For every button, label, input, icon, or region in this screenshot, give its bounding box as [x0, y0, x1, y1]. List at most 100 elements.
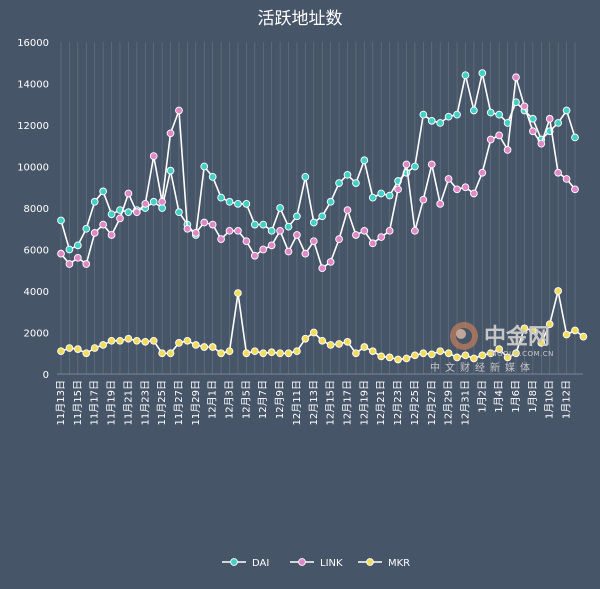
data-point-dai — [352, 179, 360, 187]
data-point-mkr — [503, 353, 512, 362]
x-tick-label: 11月21日 — [122, 380, 134, 425]
data-point-mkr — [267, 348, 276, 357]
data-point-mkr — [562, 330, 571, 339]
x-tick-label: 12月23日 — [392, 380, 404, 425]
data-point-link — [200, 218, 209, 227]
chart-title: 活跃地址数 — [258, 9, 343, 29]
x-tick-label: 12月31日 — [459, 380, 471, 425]
data-point-dai — [453, 110, 461, 119]
data-point-dai — [90, 197, 99, 206]
data-point-mkr — [200, 343, 209, 351]
data-point-link — [132, 208, 141, 217]
x-tick-label: 12月5日 — [240, 380, 252, 419]
x-tick-label: 11月27日 — [173, 380, 185, 425]
series-layer — [57, 69, 588, 364]
data-point-mkr — [352, 349, 360, 358]
data-point-link — [57, 249, 65, 258]
data-point-link — [124, 189, 133, 198]
data-point-mkr — [124, 334, 133, 343]
data-point-link — [267, 241, 276, 250]
legend-swatch-marker — [366, 558, 374, 566]
series-mkr — [57, 287, 588, 364]
data-point-mkr — [436, 347, 445, 356]
data-point-dai — [335, 179, 343, 187]
data-point-mkr — [335, 340, 343, 348]
data-point-mkr — [175, 339, 183, 347]
legend-label: LINK — [320, 558, 343, 569]
legend-swatch-marker — [230, 558, 238, 566]
x-tick-label: 12月17日 — [341, 380, 353, 425]
legend-item-dai: DAI — [222, 558, 269, 569]
data-point-link — [82, 260, 91, 268]
data-point-mkr — [141, 337, 150, 346]
data-point-link — [537, 139, 546, 148]
data-point-mkr — [377, 352, 386, 361]
data-point-link — [107, 231, 116, 239]
data-point-dai — [377, 189, 386, 198]
data-point-link — [368, 239, 377, 248]
data-point-dai — [225, 197, 234, 206]
watermark-site: CNGOLD.COM.CN — [486, 350, 554, 358]
data-point-mkr — [158, 349, 166, 358]
data-point-link — [335, 235, 343, 243]
data-point-link — [360, 226, 369, 235]
data-point-dai — [57, 216, 65, 225]
data-point-dai — [175, 208, 183, 217]
data-point-link — [234, 226, 242, 235]
x-tick-label: 12月21日 — [375, 380, 387, 425]
data-point-mkr — [394, 355, 402, 364]
data-point-dai — [200, 162, 209, 171]
data-point-mkr — [208, 343, 217, 351]
data-point-dai — [495, 110, 504, 119]
data-point-link — [352, 231, 360, 239]
data-point-mkr — [90, 344, 99, 352]
series-link — [57, 73, 579, 273]
data-point-dai — [149, 197, 158, 206]
data-point-dai — [74, 241, 82, 250]
data-point-link — [259, 245, 268, 254]
data-point-dai — [318, 212, 327, 221]
data-point-link — [402, 160, 411, 169]
data-point-link — [343, 206, 352, 214]
data-point-link — [486, 135, 495, 144]
data-point-link — [191, 229, 200, 237]
x-tick-label: 1月4日 — [493, 380, 505, 413]
data-point-dai — [217, 193, 225, 202]
data-point-link — [461, 183, 470, 192]
data-point-dai — [427, 116, 436, 125]
data-point-link — [284, 247, 293, 256]
data-point-link — [436, 200, 445, 208]
data-point-mkr — [579, 332, 588, 341]
data-point-link — [377, 233, 386, 241]
data-point-dai — [419, 110, 428, 119]
data-point-dai — [259, 220, 268, 229]
data-point-mkr — [554, 287, 562, 295]
data-point-mkr — [478, 351, 487, 360]
legend-item-link: LINK — [290, 558, 343, 569]
data-point-link — [394, 185, 402, 194]
data-point-mkr — [57, 347, 65, 356]
data-point-mkr — [132, 336, 141, 345]
data-point-mkr — [444, 349, 453, 358]
data-point-link — [141, 200, 150, 208]
logo-dot — [456, 329, 466, 339]
data-point-mkr — [402, 354, 411, 363]
y-tick-label: 10000 — [17, 163, 49, 174]
series-line-link — [60, 76, 576, 270]
y-tick-label: 0 — [43, 370, 49, 381]
x-tick-label: 12月9日 — [274, 380, 286, 419]
y-tick-label: 8000 — [24, 204, 49, 215]
x-tick-label: 1月10日 — [544, 380, 556, 419]
data-point-dai — [411, 162, 419, 171]
watermark-logo: 中金网 CNGOLD.COM.CN 中文财经新媒体 — [430, 322, 554, 374]
data-point-dai — [571, 133, 579, 142]
x-tick-label: 12月29日 — [443, 380, 455, 425]
x-tick-label: 12月25日 — [409, 380, 421, 425]
data-point-mkr — [495, 345, 504, 353]
data-point-link — [293, 231, 301, 239]
data-point-mkr — [250, 347, 259, 356]
legend-label: DAI — [252, 558, 269, 569]
data-point-link — [149, 152, 158, 160]
x-tick-label: 12月7日 — [257, 380, 269, 419]
